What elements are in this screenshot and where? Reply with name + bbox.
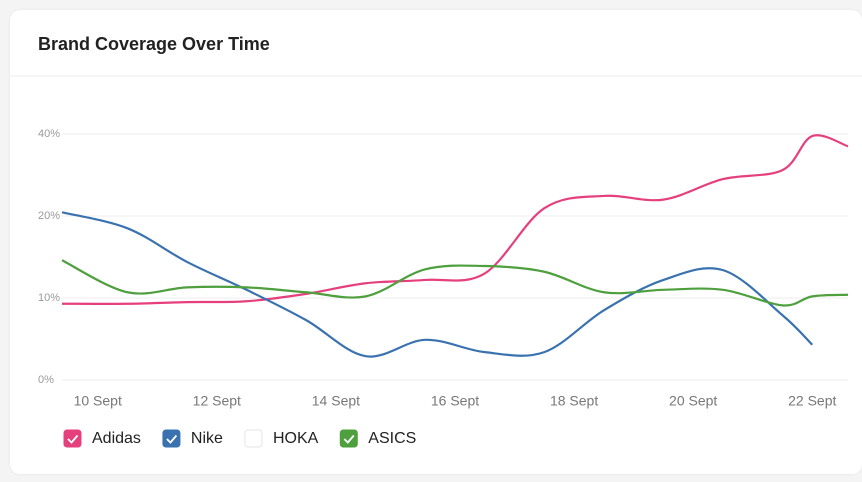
- series-line: [61, 211, 814, 358]
- x-tick-label: 22 Sept: [788, 393, 836, 409]
- check-icon: [343, 434, 355, 444]
- legend-label[interactable]: Adidas: [92, 430, 141, 447]
- check-icon: [166, 434, 178, 444]
- legend-checkbox[interactable]: [339, 429, 358, 448]
- legend-label[interactable]: HOKA: [273, 430, 319, 447]
- x-tick-label: 10 Sept: [74, 393, 122, 409]
- y-tick-label: 10%: [38, 292, 60, 304]
- legend-checkbox[interactable]: [63, 429, 82, 448]
- legend-item[interactable]: Nike: [162, 429, 223, 448]
- x-tick-label: 18 Sept: [550, 393, 598, 409]
- y-tick-label: 40%: [38, 128, 60, 140]
- legend-item[interactable]: HOKA: [244, 429, 319, 448]
- x-tick-label: 14 Sept: [312, 393, 360, 409]
- legend-checkbox[interactable]: [162, 429, 181, 448]
- legend-label[interactable]: Nike: [191, 430, 223, 447]
- check-icon: [67, 434, 79, 444]
- chart-title: Brand Coverage Over Time: [38, 34, 270, 54]
- x-tick-label: 12 Sept: [193, 393, 241, 409]
- x-tick-label: 16 Sept: [431, 393, 479, 409]
- x-tick-label: 20 Sept: [669, 393, 717, 409]
- legend-checkbox[interactable]: [244, 429, 263, 448]
- series-line: [61, 134, 849, 305]
- legend-item[interactable]: Adidas: [63, 429, 141, 448]
- series-line: [61, 259, 849, 307]
- y-tick-label: 20%: [38, 210, 60, 222]
- y-tick-label: 0%: [38, 374, 54, 386]
- legend-label[interactable]: ASICS: [368, 430, 416, 447]
- legend-item[interactable]: ASICS: [339, 429, 416, 448]
